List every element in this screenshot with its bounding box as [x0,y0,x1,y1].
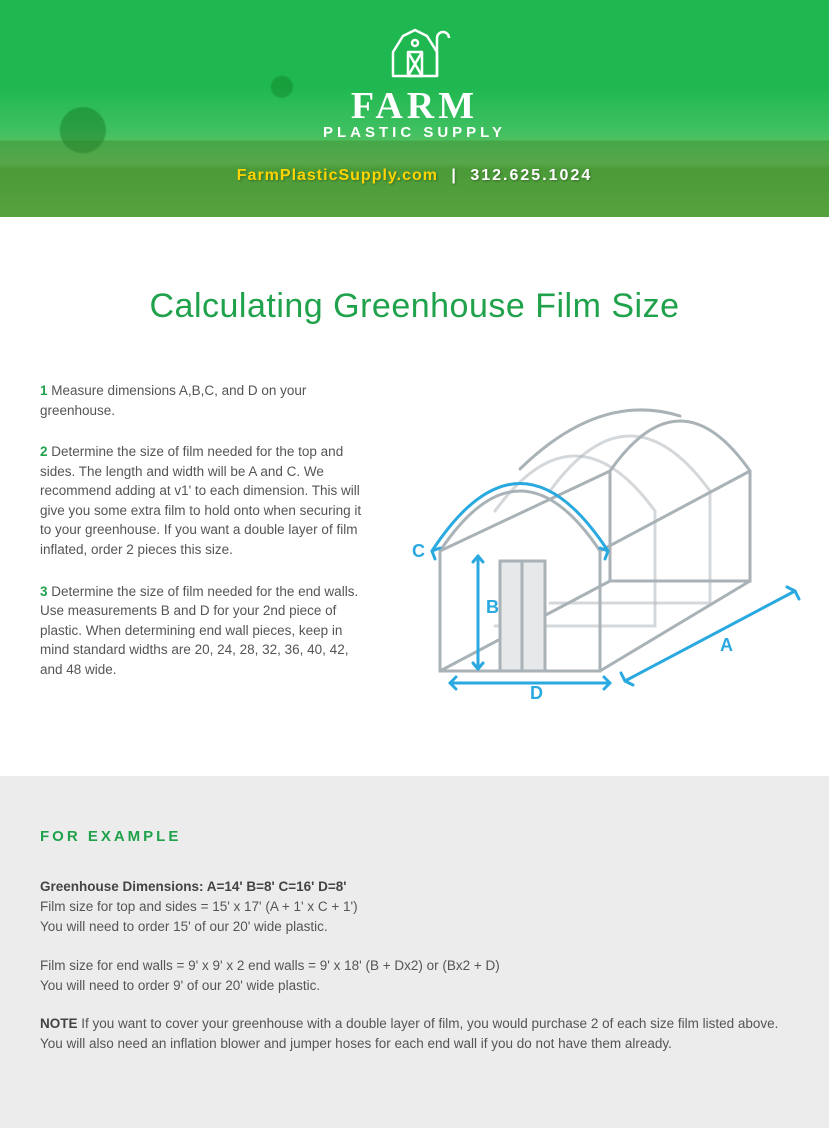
example-heading: FOR EXAMPLE [40,826,789,849]
step-number: 2 [40,444,48,459]
label-b: B [486,597,499,617]
brand-subtitle: PLASTIC SUPPLY [0,124,829,141]
contact-line: FarmPlasticSupply.com | 312.625.1024 [0,167,829,185]
step-number: 1 [40,383,48,398]
step-3: 3 Determine the size of film needed for … [40,582,370,680]
step-text: Determine the size of film needed for th… [40,444,361,557]
example-section: FOR EXAMPLE Greenhouse Dimensions: A=14'… [0,776,829,1127]
website-url: FarmPlasticSupply.com [237,167,438,184]
note-label: NOTE [40,1016,78,1031]
label-a: A [720,635,733,655]
page-title: Calculating Greenhouse Film Size [0,287,829,326]
example-para-2: Film size for end walls = 9' x 9' x 2 en… [40,956,789,997]
step-1: 1 Measure dimensions A,B,C, and D on you… [40,381,370,420]
greenhouse-svg: A D B C [400,381,829,701]
step-text: Measure dimensions A,B,C, and D on your … [40,383,306,418]
steps-column: 1 Measure dimensions A,B,C, and D on you… [40,381,370,701]
greenhouse-diagram: A D B C [400,381,829,701]
step-number: 3 [40,584,48,599]
label-d: D [530,683,543,701]
dimensions-label: Greenhouse Dimensions: A=14' B=8' C=16' … [40,879,346,894]
phone-number: 312.625.1024 [470,167,592,184]
example-para-1: Greenhouse Dimensions: A=14' B=8' C=16' … [40,877,789,938]
note-text: If you want to cover your greenhouse wit… [40,1016,778,1051]
example-line: Film size for top and sides = 15' x 17' … [40,899,358,914]
example-line: You will need to order 15' of our 20' wi… [40,919,328,934]
brand-name: FARM [0,84,829,128]
example-note: NOTE If you want to cover your greenhous… [40,1014,789,1055]
example-line: You will need to order 9' of our 20' wid… [40,978,320,993]
step-2: 2 Determine the size of film needed for … [40,442,370,559]
separator: | [451,167,456,184]
barn-icon [375,22,455,78]
logo-block: FARM PLASTIC SUPPLY FarmPlasticSupply.co… [0,0,829,185]
header-banner: FARM PLASTIC SUPPLY FarmPlasticSupply.co… [0,0,829,217]
step-text: Determine the size of film needed for th… [40,584,358,677]
main-content: 1 Measure dimensions A,B,C, and D on you… [0,381,829,701]
label-c: C [412,541,425,561]
example-line: Film size for end walls = 9' x 9' x 2 en… [40,958,500,973]
